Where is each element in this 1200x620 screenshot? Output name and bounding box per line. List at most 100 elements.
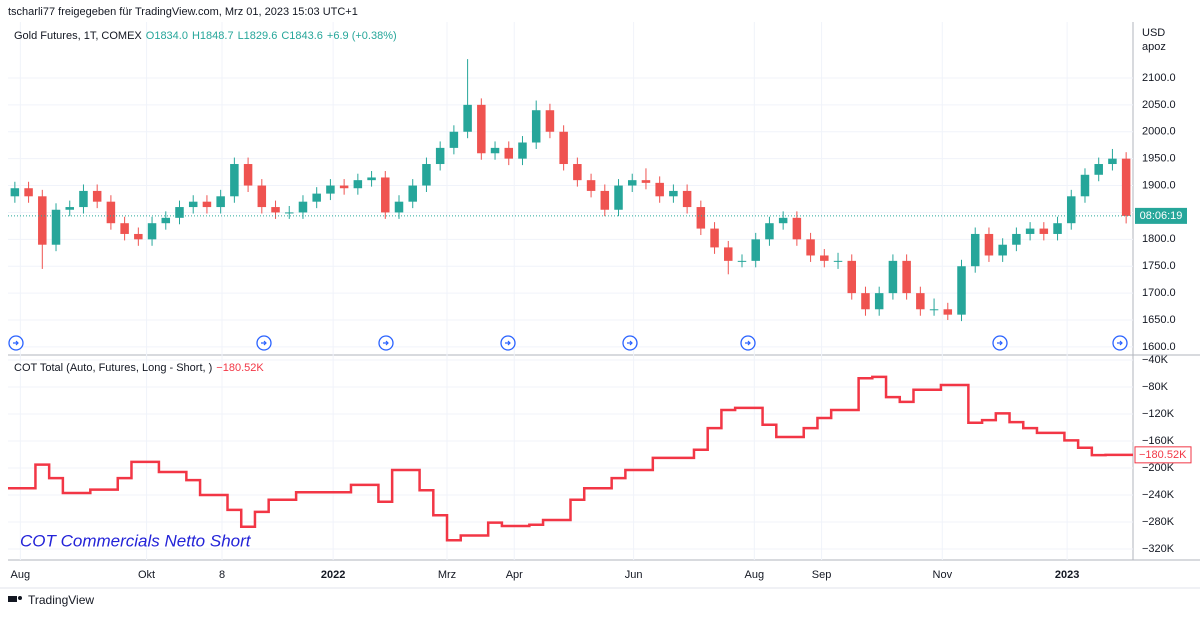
candle-body: [1080, 174, 1090, 197]
candle-body: [175, 207, 184, 218]
x-tick-label: Nov: [933, 569, 953, 581]
event-arrow: [1117, 340, 1123, 346]
candle-body: [586, 180, 596, 191]
candle-body: [943, 309, 953, 315]
legend: Gold Futures, 1T, COMEX O1834.0 H1848.7 L18…: [14, 30, 397, 42]
candle-body: [916, 293, 925, 310]
candle-body: [655, 182, 664, 197]
candle-body: [710, 228, 719, 248]
header: tscharli77 freigegeben für TradingView.c…: [8, 6, 358, 18]
cot-line: [8, 375, 1133, 542]
candle-body: [79, 190, 88, 208]
candle-body: [312, 193, 321, 202]
candle-body: [106, 201, 116, 224]
candle-body: [161, 217, 171, 224]
candle-body: [861, 293, 870, 310]
y-tick-label: 1650.0: [1142, 314, 1176, 326]
annotation: COT Commercials Netto Short: [20, 531, 252, 550]
y-tick-label: −160K: [1142, 435, 1175, 447]
candle-body: [230, 164, 239, 197]
candle-body: [778, 217, 788, 224]
candle-body: [216, 196, 225, 208]
y-tick-label: −240K: [1142, 489, 1175, 501]
footer-brand: TradingView: [28, 593, 94, 607]
legend-value: H1848.7: [192, 30, 234, 42]
candle-body: [449, 131, 459, 148]
currency: USD: [1142, 27, 1165, 39]
candle-body: [970, 233, 980, 267]
candle-body: [614, 185, 623, 210]
candle-body: [10, 188, 20, 197]
candle-body: [1121, 158, 1131, 216]
x-tick-label: Okt: [138, 569, 155, 581]
candle-body: [408, 185, 417, 202]
candle-body: [518, 142, 527, 159]
candle-body: [545, 110, 555, 132]
candle-body: [284, 212, 294, 214]
candle-body: [751, 239, 760, 261]
candle-body: [1108, 158, 1117, 165]
y-tick-label: −120K: [1142, 408, 1175, 420]
candle-body: [463, 104, 472, 132]
event-arrow: [261, 340, 267, 346]
x-tick-label: 2023: [1055, 569, 1079, 581]
candle-body: [298, 201, 308, 213]
candle-body: [51, 209, 61, 245]
y-tick-label: −40K: [1142, 354, 1169, 366]
y-tick-label: 2100.0: [1142, 72, 1176, 84]
candle-body: [888, 260, 898, 294]
candle-body: [902, 260, 911, 294]
candle-body: [92, 190, 102, 202]
candle-body: [1039, 228, 1049, 234]
candle-body: [147, 223, 157, 240]
candle-body: [271, 207, 280, 213]
last-value-label: −180.52K: [1139, 449, 1187, 461]
legend-value: +6.9 (+0.38%): [327, 30, 397, 42]
candle-body: [847, 260, 857, 294]
event-arrow: [505, 340, 511, 346]
event-arrow: [745, 340, 751, 346]
candle-body: [833, 260, 843, 262]
candle-body: [394, 201, 404, 213]
candle-body: [600, 190, 610, 210]
countdown-box: [1135, 207, 1187, 224]
event-arrow: [627, 340, 633, 346]
tv-logo: [8, 596, 22, 602]
x-tick-label: 8: [219, 569, 225, 581]
legend: COT Total (Auto, Futures, Long - Short, …: [14, 362, 264, 374]
candle-body: [984, 233, 994, 256]
y-tick-label: −280K: [1142, 516, 1175, 528]
y-tick-label: −80K: [1142, 381, 1169, 393]
event-arrow: [13, 340, 19, 346]
legend-value: C1843.6: [281, 30, 323, 42]
candle-body: [573, 164, 582, 181]
candle-body: [929, 309, 939, 311]
candle-body: [243, 164, 253, 186]
y-tick-label: 2000.0: [1142, 126, 1176, 138]
candle-body: [792, 217, 802, 240]
y-tick-label: 1800.0: [1142, 233, 1176, 245]
candle-body: [724, 247, 733, 261]
x-tick-label: Sep: [812, 569, 832, 581]
legend-title: Gold Futures, 1T, COMEX: [14, 30, 142, 42]
x-tick-label: 2022: [321, 569, 345, 581]
candle-body: [257, 185, 267, 208]
y-tick-label: −320K: [1142, 543, 1175, 555]
candle-body: [1094, 164, 1103, 175]
candle-body: [202, 201, 212, 208]
candle-body: [134, 233, 143, 240]
legend-value: L1829.6: [238, 30, 278, 42]
y-tick-label: 1950.0: [1142, 153, 1176, 165]
candle-body: [188, 201, 198, 208]
legend-value: −180.52K: [216, 362, 264, 374]
candle-body: [874, 293, 884, 310]
candle-body: [339, 185, 349, 189]
candle-body: [669, 190, 678, 197]
candle-body: [353, 180, 363, 189]
candle-body: [559, 131, 568, 165]
candle-body: [998, 244, 1007, 256]
candle-body: [696, 207, 706, 229]
candle-body: [765, 223, 774, 240]
candle-body: [682, 190, 692, 208]
